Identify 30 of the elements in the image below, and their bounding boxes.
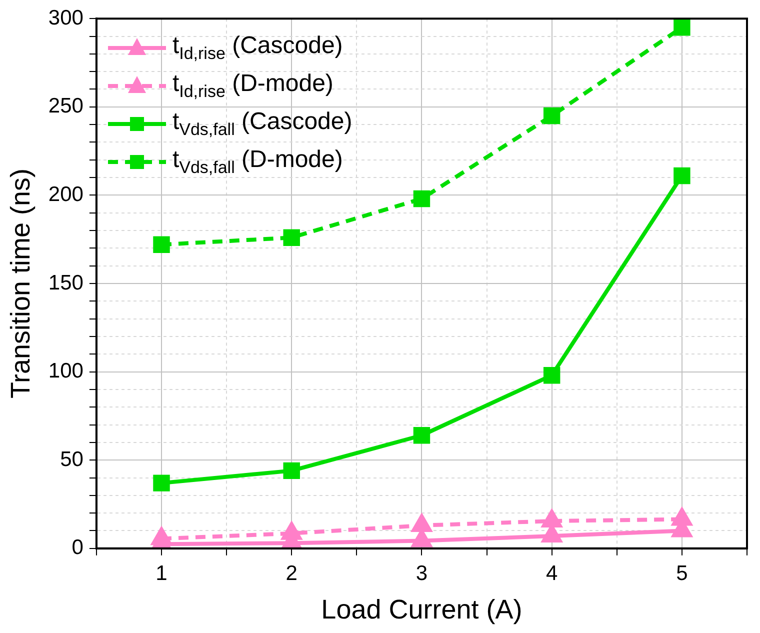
point xyxy=(152,528,172,546)
point xyxy=(674,167,690,184)
y-axis-title: Transition time (ns) xyxy=(6,168,36,399)
point xyxy=(543,107,560,124)
point xyxy=(283,229,300,246)
y-tick-label: 0 xyxy=(72,536,84,560)
point xyxy=(542,510,562,528)
y-tick-label: 150 xyxy=(48,271,84,294)
y-tick-label: 250 xyxy=(48,94,84,118)
y-tick-label: 300 xyxy=(48,6,84,30)
point xyxy=(674,19,690,36)
x-tick-label: 4 xyxy=(546,562,558,585)
point xyxy=(413,190,430,208)
legend-label: t$_{Id,rise}$ (D-mode) xyxy=(172,70,334,100)
x-axis-title: Load Current (A) xyxy=(321,594,522,624)
legend-label: t$_{Vds,fall}$ (Cascode) xyxy=(172,108,352,138)
y-tick-label: 100 xyxy=(48,360,84,383)
y-tick-label: 200 xyxy=(48,182,84,206)
legend-label: t$_{Vds,fall}$ (D-mode) xyxy=(172,146,343,176)
x-tick-label: 1 xyxy=(156,562,168,585)
y-tick-label: 50 xyxy=(60,448,84,471)
point xyxy=(672,508,692,526)
x-tick-label: 2 xyxy=(286,562,298,585)
point xyxy=(543,366,560,384)
x-tick-label: 3 xyxy=(416,562,428,585)
point xyxy=(153,236,170,254)
point xyxy=(412,514,432,532)
point xyxy=(282,522,302,540)
x-tick-label: 5 xyxy=(676,562,688,585)
legend-label: t$_{Id,rise}$ (Cascode) xyxy=(172,32,343,62)
